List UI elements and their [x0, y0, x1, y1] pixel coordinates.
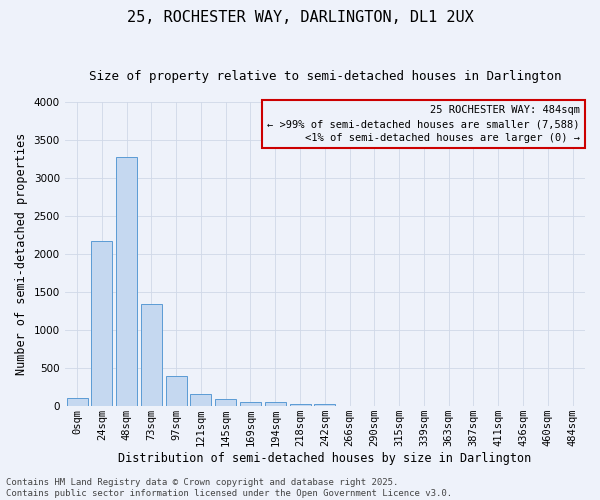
Bar [240, 402, 261, 406]
Bar [265, 402, 286, 406]
Bar [290, 404, 311, 406]
Bar [215, 400, 236, 406]
Text: 25 ROCHESTER WAY: 484sqm
← >99% of semi-detached houses are smaller (7,588)
<1% : 25 ROCHESTER WAY: 484sqm ← >99% of semi-… [267, 106, 580, 144]
Bar [190, 394, 211, 406]
Bar [116, 157, 137, 406]
Bar [314, 404, 335, 406]
Bar [141, 304, 162, 406]
Bar [91, 240, 112, 406]
Bar [166, 376, 187, 406]
Bar [67, 398, 88, 406]
Title: Size of property relative to semi-detached houses in Darlington: Size of property relative to semi-detach… [89, 70, 561, 83]
Y-axis label: Number of semi-detached properties: Number of semi-detached properties [15, 133, 28, 376]
X-axis label: Distribution of semi-detached houses by size in Darlington: Distribution of semi-detached houses by … [118, 452, 532, 465]
Text: Contains HM Land Registry data © Crown copyright and database right 2025.
Contai: Contains HM Land Registry data © Crown c… [6, 478, 452, 498]
Text: 25, ROCHESTER WAY, DARLINGTON, DL1 2UX: 25, ROCHESTER WAY, DARLINGTON, DL1 2UX [127, 10, 473, 25]
